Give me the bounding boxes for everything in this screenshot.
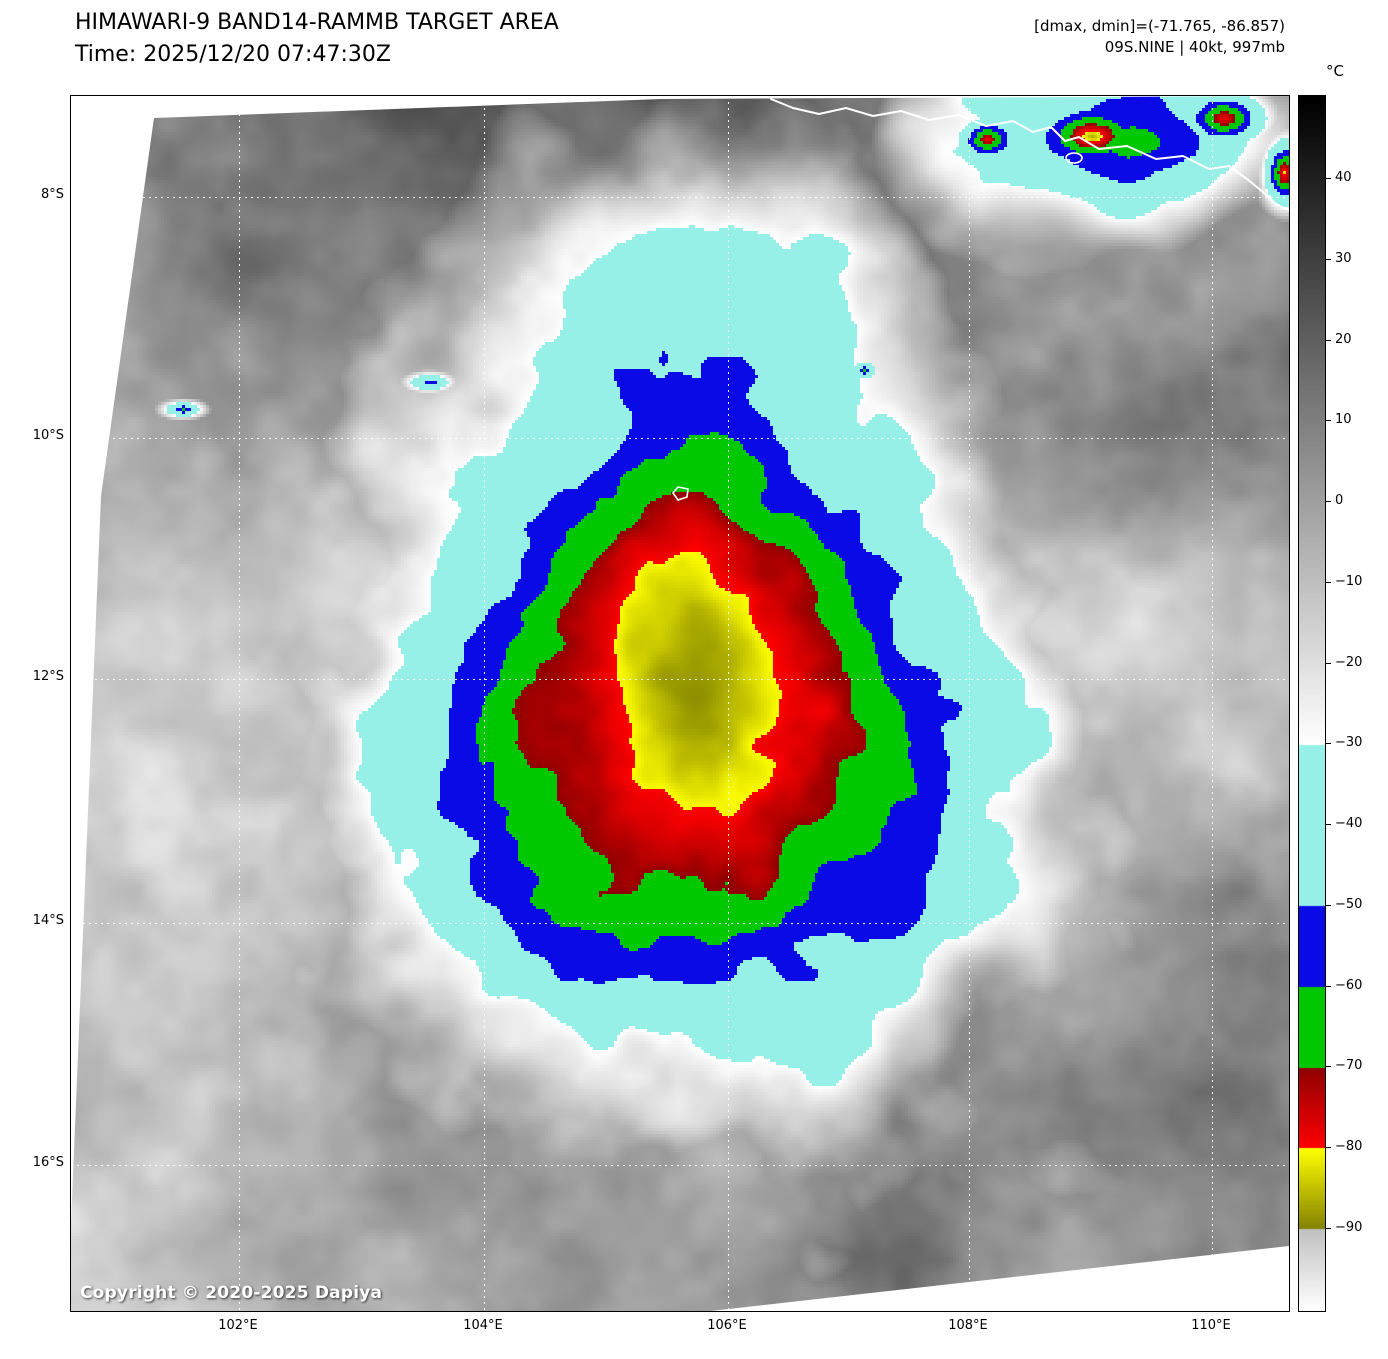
colorbar-tick-label: −10	[1335, 574, 1363, 589]
storm-id-readout: 09S.NINE | 40kt, 997mb	[1104, 38, 1285, 56]
colorbar-tick-label: −20	[1335, 655, 1363, 670]
colorbar	[1298, 95, 1326, 1312]
colorbar-tick-label: −30	[1335, 735, 1363, 750]
lat-tick-label: 14°S	[32, 913, 64, 928]
colorbar-tick-label: 30	[1335, 251, 1352, 266]
satellite-image-canvas	[71, 96, 1289, 1311]
colorbar-tick-mark	[1326, 178, 1331, 179]
gridline-horizontal	[71, 923, 1289, 924]
colorbar-tick-label: 0	[1335, 493, 1344, 508]
gridline-vertical	[239, 96, 240, 1311]
gridline-horizontal	[71, 1165, 1289, 1166]
colorbar-tick-label: −40	[1335, 816, 1363, 831]
colorbar-tick-mark	[1326, 420, 1331, 421]
colorbar-tick-label: 20	[1335, 332, 1352, 347]
colorbar-tick-mark	[1326, 259, 1331, 260]
map-area: Copyright © 2020-2025 Dapiya	[70, 95, 1290, 1312]
colorbar-tick-mark	[1326, 1066, 1331, 1067]
annotation-block: [dmax, dmin]=(-71.765, -86.857) 09S.NINE…	[1034, 16, 1285, 58]
lon-tick-label: 108°E	[948, 1318, 988, 1333]
page-title: HIMAWARI-9 BAND14-RAMMB TARGET AREA	[75, 10, 559, 35]
gridline-vertical	[728, 96, 729, 1311]
colorbar-tick-mark	[1326, 1147, 1331, 1148]
lat-tick-label: 8°S	[40, 187, 64, 202]
lat-tick-label: 10°S	[32, 428, 64, 443]
lat-tick-label: 12°S	[32, 669, 64, 684]
colorbar-tick-mark	[1326, 663, 1331, 664]
colorbar-tick-label: 40	[1335, 170, 1352, 185]
colorbar-tick-mark	[1326, 340, 1331, 341]
lon-tick-label: 110°E	[1191, 1318, 1231, 1333]
colorbar-tick-mark	[1326, 582, 1331, 583]
storm-center-marker	[671, 486, 689, 501]
scan-area-mask	[71, 96, 1289, 1311]
coastline	[770, 98, 1289, 211]
dmax-dmin-readout: [dmax, dmin]=(-71.765, -86.857)	[1034, 17, 1285, 35]
colorbar-tick-label: −60	[1335, 978, 1363, 993]
colorbar-tick-mark	[1326, 824, 1331, 825]
colorbar-tick-label: −80	[1335, 1139, 1363, 1154]
colorbar-tick-label: −50	[1335, 897, 1363, 912]
lat-tick-label: 16°S	[32, 1155, 64, 1170]
colorbar-canvas	[1299, 96, 1325, 1311]
lon-tick-label: 104°E	[463, 1318, 503, 1333]
copyright-text: Copyright © 2020-2025 Dapiya	[80, 1283, 383, 1303]
gridline-vertical	[969, 96, 970, 1311]
lon-tick-label: 102°E	[218, 1318, 258, 1333]
island-outline	[1065, 152, 1083, 164]
colorbar-tick-mark	[1326, 986, 1331, 987]
colorbar-tick-label: −70	[1335, 1058, 1363, 1073]
colorbar-tick-label: 10	[1335, 412, 1352, 427]
colorbar-tick-mark	[1326, 905, 1331, 906]
colorbar-unit-label: °C	[1326, 62, 1344, 80]
lon-tick-label: 106°E	[707, 1318, 747, 1333]
colorbar-tick-label: −90	[1335, 1220, 1363, 1235]
colorbar-tick-mark	[1326, 501, 1331, 502]
gridline-horizontal	[71, 438, 1289, 439]
colorbar-tick-mark	[1326, 1228, 1331, 1229]
gridline-vertical	[484, 96, 485, 1311]
gridline-vertical	[1212, 96, 1213, 1311]
gridline-horizontal	[71, 197, 1289, 198]
gridline-horizontal	[71, 679, 1289, 680]
map-overlay	[71, 96, 1289, 1311]
timestamp: Time: 2025/12/20 07:47:30Z	[75, 42, 391, 67]
colorbar-tick-mark	[1326, 743, 1331, 744]
